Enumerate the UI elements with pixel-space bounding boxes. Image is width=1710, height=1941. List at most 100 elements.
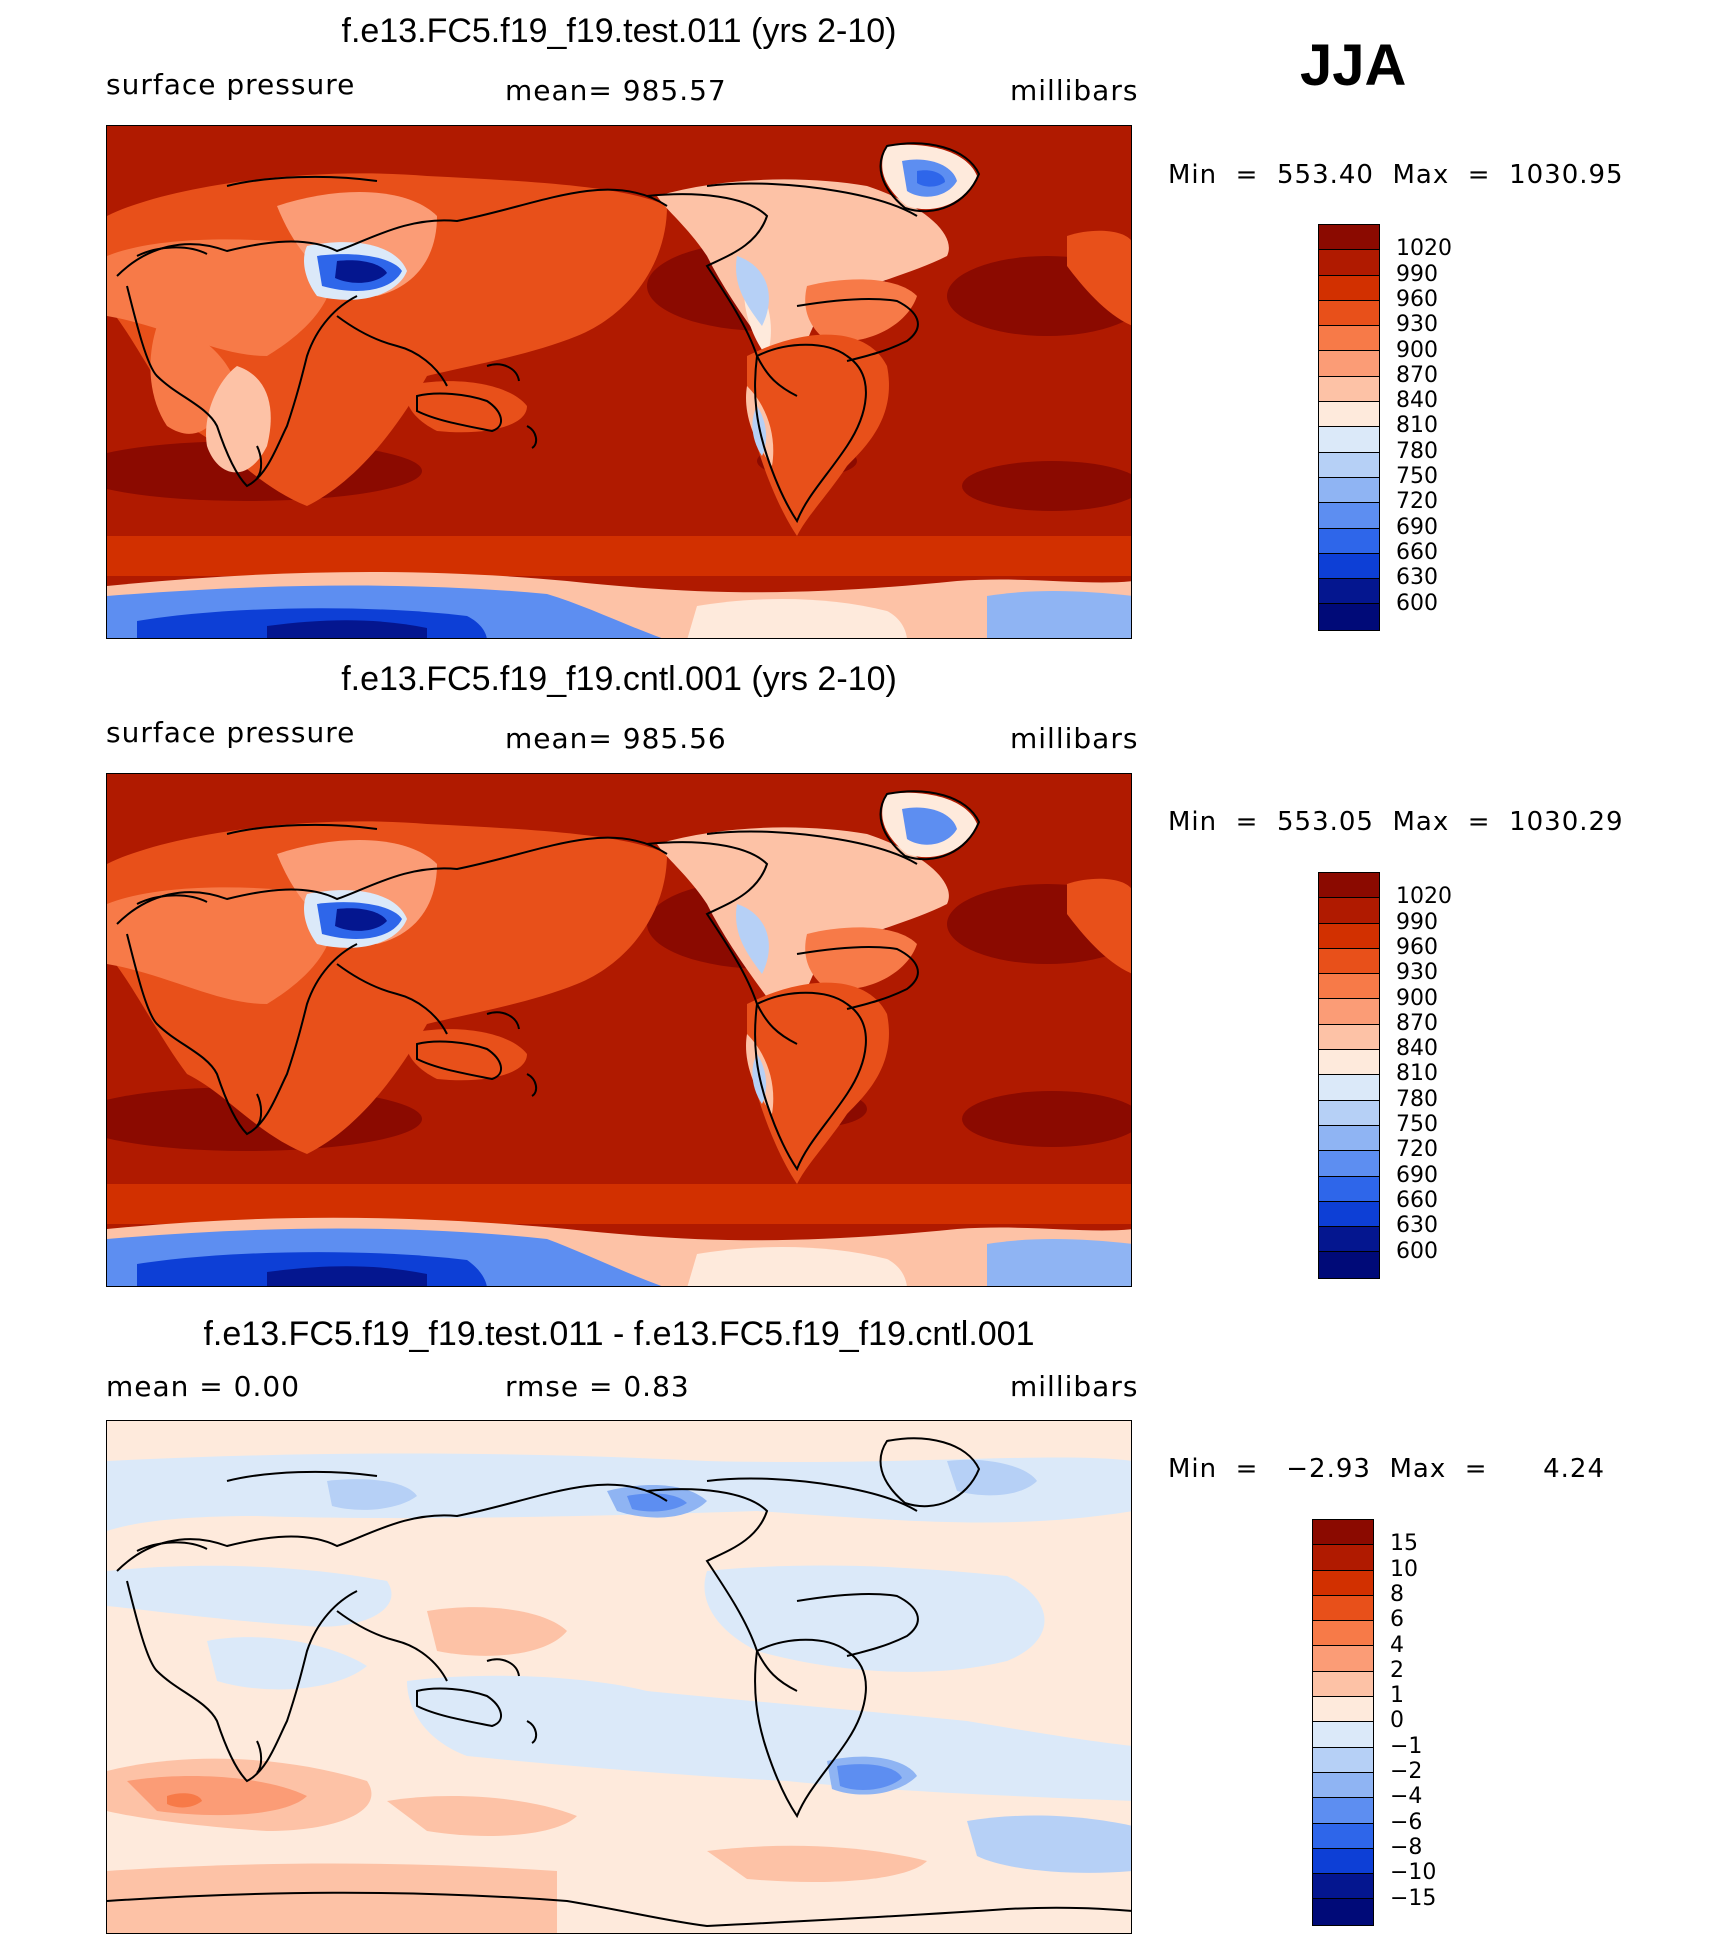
colorbar-tick-label: 840 bbox=[1396, 388, 1438, 414]
colorbar-swatch bbox=[1313, 1646, 1373, 1672]
minmax-label: Min = 553.40 Max = 1030.95 bbox=[1168, 160, 1624, 190]
colorbar-tick-label: 720 bbox=[1396, 1137, 1438, 1163]
minmax-label: Min = −2.93 Max = 4.24 bbox=[1168, 1454, 1605, 1484]
colorbar-swatch bbox=[1319, 351, 1379, 377]
colorbar-swatch bbox=[1319, 225, 1379, 251]
colorbar-tick-label: 810 bbox=[1396, 1061, 1438, 1087]
colorbar-tick-label: −2 bbox=[1390, 1759, 1423, 1784]
colorbar-tick-label: −10 bbox=[1390, 1860, 1437, 1886]
colorbar-tick-label: 630 bbox=[1396, 1213, 1438, 1239]
colorbar-tick-label: 750 bbox=[1396, 1112, 1438, 1137]
colorbar-swatch bbox=[1319, 452, 1379, 478]
colorbar-swatch bbox=[1319, 250, 1379, 276]
colorbar-tick-label: 900 bbox=[1396, 337, 1438, 363]
colorbar-swatch bbox=[1319, 427, 1379, 453]
colorbar-swatch bbox=[1319, 923, 1379, 949]
colorbar-swatch bbox=[1313, 1823, 1373, 1849]
colorbar-swatch bbox=[1313, 1671, 1373, 1698]
mean-label: mean = 0.00 bbox=[106, 1370, 301, 1403]
colorbar-swatch bbox=[1319, 1050, 1379, 1076]
colorbar-swatch bbox=[1319, 528, 1379, 554]
colorbar-tick-label: 1020 bbox=[1396, 884, 1452, 910]
difference-field-svg bbox=[107, 1421, 1131, 1933]
colorbar-swatch bbox=[1319, 402, 1379, 428]
colorbar-tick-label: 870 bbox=[1396, 1010, 1438, 1036]
colorbar-swatch bbox=[1319, 1201, 1379, 1228]
surface-pressure-map bbox=[106, 125, 1132, 639]
colorbar-tick-label: 630 bbox=[1396, 565, 1438, 591]
colorbar-tick-label: 600 bbox=[1396, 1238, 1438, 1264]
rmse-label: rmse = 0.83 bbox=[505, 1370, 690, 1403]
colorbar-swatch bbox=[1319, 948, 1379, 975]
colorbar-tick-label: 2 bbox=[1390, 1657, 1404, 1683]
colorbar-tick-label: 930 bbox=[1396, 312, 1438, 338]
mean-label: mean= 985.56 bbox=[505, 722, 727, 755]
colorbar-tick-label: −6 bbox=[1390, 1809, 1423, 1835]
colorbar-swatch bbox=[1319, 1100, 1379, 1126]
units-label: millibars bbox=[1010, 74, 1139, 107]
colorbar-tick-label: 10 bbox=[1390, 1556, 1418, 1582]
colorbar-swatch bbox=[1313, 1747, 1373, 1773]
units-label: millibars bbox=[1010, 1370, 1139, 1403]
colorbar-swatch bbox=[1313, 1772, 1373, 1799]
mean-label: mean= 985.57 bbox=[505, 74, 727, 107]
colorbar-tick-label: 990 bbox=[1396, 261, 1438, 287]
colorbar-swatch bbox=[1313, 1621, 1373, 1647]
colorbar-tick-label: −4 bbox=[1390, 1784, 1423, 1810]
colorbar-tick-label: 600 bbox=[1396, 590, 1438, 616]
colorbar-swatch bbox=[1319, 376, 1379, 403]
colorbar-swatch bbox=[1319, 898, 1379, 924]
colorbar-tick-label: 1 bbox=[1390, 1683, 1404, 1709]
panel-title: f.e13.FC5.f19_f19.test.011 (yrs 2-10) bbox=[341, 12, 897, 50]
colorbar-swatch bbox=[1319, 999, 1379, 1025]
colorbar-swatch bbox=[1319, 1075, 1379, 1101]
colorbar-tick-label: 6 bbox=[1390, 1607, 1404, 1633]
colorbar-swatch bbox=[1319, 1125, 1379, 1152]
colorbar-tick-label: 960 bbox=[1396, 934, 1438, 960]
colorbar-swatch bbox=[1319, 553, 1379, 580]
field-label: surface pressure bbox=[106, 716, 356, 749]
colorbar-swatch bbox=[1313, 1545, 1373, 1571]
season-label: JJA bbox=[1300, 33, 1407, 98]
colorbar-swatches bbox=[1318, 224, 1380, 631]
colorbar-tick-label: 780 bbox=[1396, 438, 1438, 464]
colorbar-tick-label: 0 bbox=[1390, 1708, 1404, 1734]
colorbar-tick-label: 750 bbox=[1396, 464, 1438, 489]
panel-title: f.e13.FC5.f19_f19.test.011 - f.e13.FC5.f… bbox=[203, 1315, 1035, 1353]
colorbar-swatch bbox=[1313, 1570, 1373, 1596]
colorbar-tick-label: 810 bbox=[1396, 413, 1438, 439]
colorbar-swatch bbox=[1319, 1176, 1379, 1202]
colorbar-swatch bbox=[1319, 503, 1379, 529]
colorbar-tick-label: 840 bbox=[1396, 1036, 1438, 1062]
colorbar-swatch bbox=[1319, 974, 1379, 1000]
colorbar-swatch bbox=[1319, 300, 1379, 327]
panel-title: f.e13.FC5.f19_f19.cntl.001 (yrs 2-10) bbox=[341, 660, 897, 698]
surface-pressure-map bbox=[106, 773, 1132, 1287]
colorbar-tick-label: 660 bbox=[1396, 1187, 1438, 1213]
colorbar-swatch bbox=[1319, 477, 1379, 504]
difference-map bbox=[106, 1420, 1132, 1934]
colorbar-swatch bbox=[1319, 275, 1379, 301]
colorbar-tick-label: 4 bbox=[1390, 1632, 1404, 1658]
pressure-field-svg bbox=[107, 126, 1131, 638]
colorbar-tick-label: −1 bbox=[1390, 1733, 1423, 1759]
colorbar-tick-label: 690 bbox=[1396, 1162, 1438, 1188]
units-label: millibars bbox=[1010, 722, 1139, 755]
colorbar-tick-label: 690 bbox=[1396, 514, 1438, 540]
colorbar-swatch bbox=[1319, 873, 1379, 899]
colorbar-swatch bbox=[1313, 1798, 1373, 1824]
colorbar-tick-label: 990 bbox=[1396, 909, 1438, 935]
colorbar-swatches bbox=[1312, 1519, 1374, 1926]
colorbar-swatch bbox=[1319, 1252, 1379, 1278]
colorbar-tick-label: 930 bbox=[1396, 960, 1438, 986]
colorbar-tick-label: 960 bbox=[1396, 286, 1438, 312]
colorbar-swatch bbox=[1313, 1520, 1373, 1546]
colorbar-tick-label: 720 bbox=[1396, 489, 1438, 515]
colorbar-swatch bbox=[1319, 326, 1379, 352]
colorbar-tick-label: 780 bbox=[1396, 1086, 1438, 1112]
pressure-field-svg bbox=[107, 774, 1131, 1286]
colorbar-swatch bbox=[1319, 1227, 1379, 1253]
colorbar-swatch bbox=[1313, 1899, 1373, 1925]
colorbar-swatch bbox=[1313, 1697, 1373, 1723]
field-label: surface pressure bbox=[106, 68, 356, 101]
